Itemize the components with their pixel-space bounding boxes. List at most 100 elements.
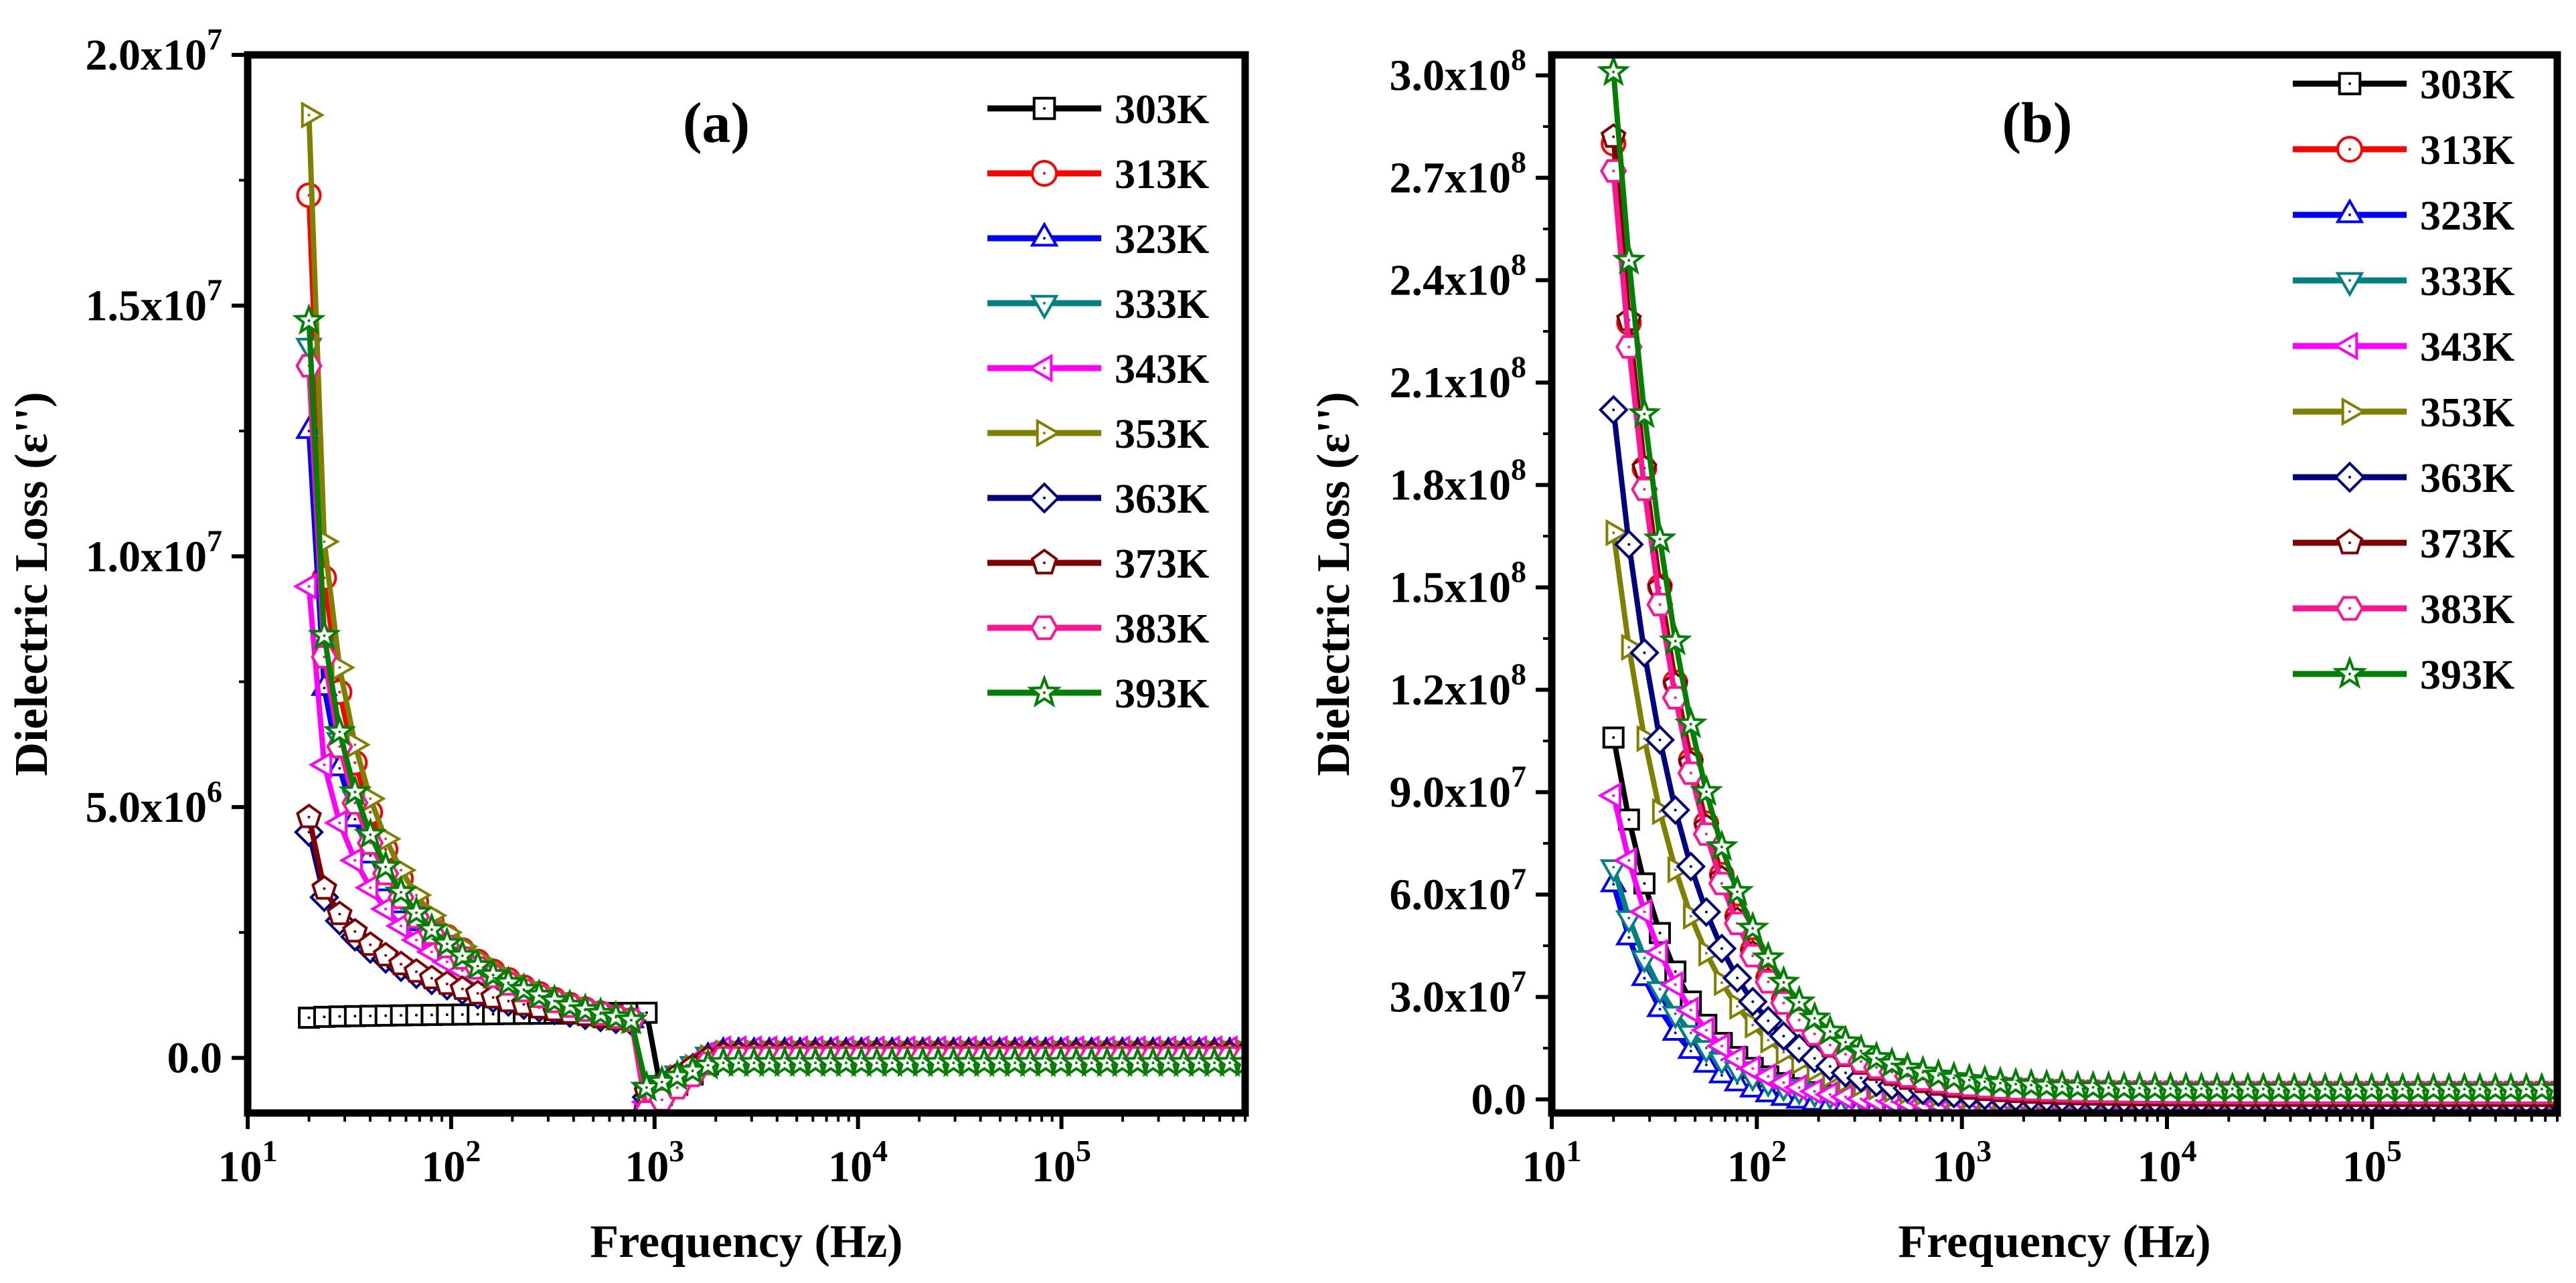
data-point-393K-14-dot [1828, 1030, 1832, 1033]
data-point-333K-2-dot [1643, 956, 1646, 960]
legend-marker-333K-dot [1043, 302, 1046, 305]
data-point-343K-14-dot [1828, 1093, 1832, 1096]
data-point-303K-10-dot [461, 1013, 464, 1016]
data-point-393K-4-dot [369, 833, 372, 837]
data-point-343K-10-dot [461, 969, 464, 972]
x-tick-label: 102 [1727, 1134, 1787, 1191]
data-point-393K-60-dot [2540, 1088, 2543, 1091]
data-point-393K-50-dot [1074, 1061, 1078, 1065]
legend-item-383K: 383K [987, 606, 1209, 652]
data-point-393K-23-dot [1967, 1078, 1971, 1082]
data-point-393K-1-dot [1627, 259, 1631, 262]
data-point-363K-16-dot [1859, 1076, 1862, 1080]
data-point-323K-4-dot [369, 854, 372, 857]
data-point-383K-2-dot [338, 745, 341, 748]
data-point-393K-52-dot [1105, 1061, 1109, 1065]
data-point-353K-10-dot [1767, 1039, 1770, 1042]
data-point-303K-11-dot [476, 1013, 479, 1016]
data-point-393K-51-dot [2401, 1088, 2404, 1091]
data-point-303K-6-dot [400, 1014, 403, 1017]
legend-item-343K: 343K [987, 347, 1209, 392]
data-point-343K-4 [1660, 970, 1684, 999]
data-point-343K-2 [323, 809, 348, 837]
data-point-393K-56-dot [1167, 1061, 1170, 1065]
data-point-343K-0 [1597, 782, 1621, 810]
legend-label: 363K [1115, 477, 1209, 522]
data-point-333K-4-dot [1674, 1012, 1677, 1015]
data-point-393K-60-dot [1228, 1061, 1232, 1065]
data-point-333K-1-dot [1627, 916, 1631, 920]
data-point-393K-8-dot [430, 928, 433, 932]
data-point-393K-26-dot [706, 1063, 710, 1067]
data-point-363K-14-dot [1828, 1065, 1832, 1068]
data-point-393K-47-dot [2339, 1088, 2342, 1091]
data-point-353K-4-dot [1674, 868, 1677, 871]
legend-label: 353K [2420, 390, 2514, 436]
data-point-363K-8-dot [1736, 976, 1739, 980]
data-point-393K-49-dot [2370, 1088, 2373, 1091]
data-point-343K-6-dot [400, 924, 403, 928]
data-point-393K-3-dot [353, 790, 357, 794]
data-point-373K-10-dot [461, 987, 464, 991]
y-tick-label: 2.1x108 [1390, 350, 1527, 408]
data-point-393K-41-dot [937, 1061, 940, 1065]
data-point-303K-0-dot [1612, 736, 1615, 739]
legend-marker-323K-dot [2348, 213, 2351, 216]
data-point-393K-53-dot [1121, 1061, 1124, 1065]
data-point-343K-2 [1628, 898, 1653, 926]
data-point-383K-18-dot [1890, 1071, 1894, 1074]
data-point-323K-3-dot [1658, 1007, 1662, 1011]
data-point-393K-37-dot [2184, 1087, 2188, 1090]
legend-marker-393K [2332, 655, 2367, 689]
data-point-313K-2-dot [338, 691, 341, 694]
data-point-393K-37-dot [875, 1061, 878, 1065]
series-393K [292, 303, 1245, 1102]
legend-marker-353K-dot [1043, 432, 1046, 434]
data-point-363K-4-dot [1674, 808, 1677, 812]
y-tick-label: 1.2x108 [1390, 657, 1527, 715]
legend-marker-353K [2341, 397, 2366, 426]
legend-marker-303K-dot [1043, 107, 1046, 110]
panel-label: (b) [2002, 90, 2072, 155]
data-point-323K-0-dot [307, 429, 311, 432]
data-point-393K-42-dot [952, 1061, 955, 1065]
data-point-393K-46-dot [2324, 1088, 2327, 1091]
series-343K [293, 572, 1245, 1113]
data-point-393K-2-dot [338, 730, 341, 734]
x-axis-title: Frequency (Hz) [1898, 1216, 2210, 1268]
legend-label: 343K [1115, 347, 1209, 392]
y-tick-label: 2.7x108 [1390, 145, 1527, 203]
data-point-343K-8-dot [430, 950, 433, 954]
data-point-393K-20-dot [615, 1015, 618, 1019]
data-point-383K-4-dot [1674, 696, 1677, 699]
legend-marker-373K-dot [1043, 562, 1046, 564]
data-point-393K-31-dot [783, 1061, 787, 1065]
data-point-393K-59-dot [1213, 1061, 1216, 1065]
data-point-393K-36-dot [860, 1061, 863, 1065]
data-point-393K-41-dot [2246, 1087, 2249, 1090]
legend-item-353K: 353K [987, 412, 1209, 457]
data-point-303K-1-dot [323, 1015, 326, 1019]
legend-label: 313K [2420, 128, 2514, 173]
data-point-393K-38-dot [890, 1061, 894, 1065]
legend-marker-393K [1027, 674, 1062, 708]
data-point-373K-3-dot [353, 930, 357, 933]
y-tick-label: 5.0x106 [86, 774, 223, 832]
data-point-343K-15-dot [1844, 1096, 1847, 1099]
data-point-393K-5-dot [1689, 722, 1692, 725]
data-point-393K-42-dot [2261, 1088, 2265, 1091]
data-point-363K-15-dot [1844, 1071, 1847, 1074]
data-point-393K-2-dot [1643, 412, 1646, 416]
data-point-353K-3-dot [1658, 810, 1662, 813]
data-point-393K-54-dot [2447, 1088, 2451, 1091]
data-point-393K-31-dot [2091, 1086, 2095, 1089]
series-line-323K [306, 430, 1245, 1105]
data-point-343K-10-dot [1767, 1075, 1770, 1078]
data-point-383K-14-dot [1828, 1043, 1832, 1047]
x-tick-label: 101 [218, 1134, 278, 1191]
y-tick-label: 1.0x107 [86, 523, 223, 581]
data-point-373K-11-dot [476, 992, 479, 995]
data-point-393K-36-dot [2169, 1087, 2172, 1090]
data-point-303K-2-dot [1643, 881, 1646, 885]
data-point-313K-4-dot [369, 810, 372, 814]
